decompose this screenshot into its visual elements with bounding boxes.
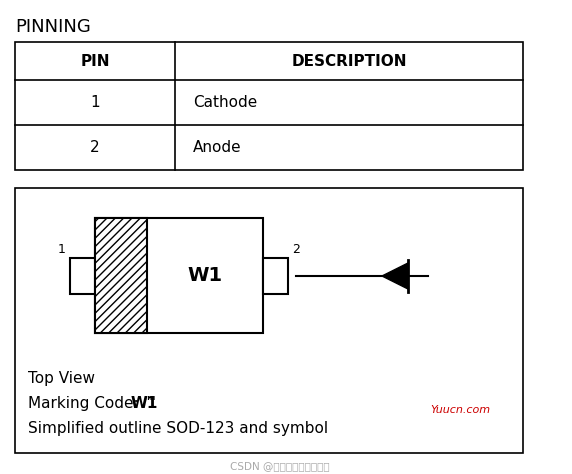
- Text: Cathode: Cathode: [193, 95, 257, 110]
- Text: 1: 1: [58, 243, 66, 255]
- Text: Top View: Top View: [28, 371, 95, 386]
- Polygon shape: [382, 263, 408, 289]
- Text: DESCRIPTION: DESCRIPTION: [291, 54, 407, 69]
- Text: 1: 1: [90, 95, 100, 110]
- Text: Marking Code: ": Marking Code: ": [28, 396, 150, 411]
- Bar: [15, 188, 523, 453]
- Text: Yuucn.com: Yuucn.com: [430, 405, 490, 415]
- Text: W1: W1: [188, 266, 223, 285]
- Text: 2: 2: [90, 140, 100, 155]
- Text: 2: 2: [292, 243, 300, 255]
- Bar: [95, 218, 147, 333]
- Bar: [70, 257, 95, 293]
- Bar: [95, 218, 263, 333]
- Text: W1: W1: [131, 396, 158, 411]
- Text: ": ": [148, 396, 155, 411]
- Bar: [15, 42, 523, 170]
- Text: Simplified outline SOD-123 and symbol: Simplified outline SOD-123 and symbol: [28, 421, 328, 436]
- Text: Anode: Anode: [193, 140, 241, 155]
- Bar: [263, 257, 288, 293]
- Text: CSDN @文火冰糖的硅基工坊: CSDN @文火冰糖的硅基工坊: [230, 461, 329, 471]
- Text: PINNING: PINNING: [15, 18, 91, 36]
- Text: PIN: PIN: [80, 54, 110, 69]
